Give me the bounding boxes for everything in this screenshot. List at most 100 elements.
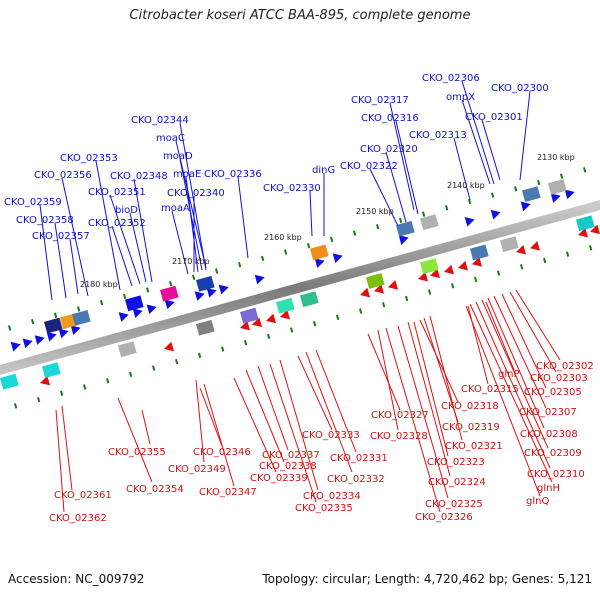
gene-label[interactable]: CKO_02355 — [108, 447, 166, 458]
gene-label[interactable]: CKO_02323 — [427, 457, 485, 468]
gene-label[interactable]: moaA — [161, 203, 190, 214]
tick-mark — [560, 173, 564, 179]
gene-label[interactable]: CKO_02319 — [442, 422, 500, 433]
reverse-gene-arrow — [516, 244, 527, 255]
tick-mark — [514, 186, 518, 192]
gene-label[interactable]: CKO_02316 — [361, 113, 419, 124]
gene-label[interactable]: dinG — [312, 165, 335, 176]
reverse-gene-arrow — [164, 341, 175, 352]
leader-line — [69, 238, 79, 295]
leader-line — [305, 351, 353, 473]
tick-mark — [336, 314, 340, 321]
genome-backbone — [0, 200, 600, 375]
gene-label[interactable]: CKO_02324 — [428, 477, 486, 488]
reverse-gene-arrow — [280, 309, 291, 320]
gene-label[interactable]: CKO_02339 — [250, 473, 308, 484]
gene-label[interactable]: CKO_02306 — [422, 73, 480, 84]
gene-label[interactable]: moaC — [156, 133, 185, 144]
gene-label[interactable]: CKO_02352 — [88, 218, 146, 229]
gene-label[interactable]: CKO_02348 — [110, 171, 168, 182]
gene-label[interactable]: CKO_02334 — [303, 491, 361, 502]
forward-gene-block — [160, 285, 179, 302]
gene-label[interactable]: CKO_02303 — [530, 373, 588, 384]
gene-label[interactable]: CKO_02300 — [491, 83, 549, 94]
leader-line — [179, 122, 207, 271]
gene-label[interactable]: CKO_02356 — [34, 170, 92, 181]
gene-label[interactable]: glnQ — [526, 496, 549, 507]
gene-label[interactable]: CKO_02302 — [536, 361, 594, 372]
gene-label[interactable]: CKO_02310 — [527, 469, 585, 480]
gene-label[interactable]: CKO_02349 — [168, 464, 226, 475]
gene-label[interactable]: CKO_02332 — [327, 474, 385, 485]
gene-label[interactable]: ompX — [446, 92, 475, 103]
gene-label[interactable]: CKO_02336 — [204, 169, 262, 180]
gene-label[interactable]: CKO_02308 — [520, 429, 578, 440]
gene-label[interactable]: CKO_02354 — [126, 484, 184, 495]
gene-label[interactable]: moaD — [163, 151, 193, 162]
gene-label[interactable]: CKO_02307 — [519, 407, 577, 418]
reverse-gene-block — [500, 236, 519, 253]
gene-label[interactable]: CKO_02340 — [167, 188, 225, 199]
gene-label[interactable]: CKO_02322 — [340, 161, 398, 172]
reverse-gene-block — [300, 291, 319, 308]
gene-label[interactable]: CKO_02338 — [259, 461, 317, 472]
leader-line — [407, 321, 451, 477]
gene-label[interactable]: CKO_02347 — [199, 487, 257, 498]
forward-gene-block — [522, 186, 541, 203]
tick-mark — [7, 325, 12, 331]
leader-line — [257, 365, 289, 451]
gene-label[interactable]: moaE — [173, 169, 201, 180]
gene-label[interactable]: CKO_02325 — [425, 499, 483, 510]
gene-label[interactable]: CKO_02320 — [360, 144, 418, 155]
reverse-gene-block — [0, 373, 19, 390]
gene-label[interactable]: CKO_02301 — [465, 112, 523, 123]
gene-label[interactable]: glnH — [537, 483, 560, 494]
gene-label[interactable]: CKO_02357 — [32, 231, 90, 242]
forward-gene-arrow — [550, 193, 561, 204]
gene-label[interactable]: CKO_02326 — [415, 512, 473, 523]
reverse-gene-block — [366, 273, 385, 289]
page-title: Citrobacter koseri ATCC BAA-895, complet… — [129, 8, 471, 23]
tick-mark — [261, 255, 265, 262]
tick-mark — [267, 333, 271, 340]
leader-line — [309, 190, 313, 237]
gene-label[interactable]: CKO_02344 — [131, 115, 189, 126]
gene-label[interactable]: CKO_02337 — [262, 450, 320, 461]
gene-label[interactable]: CKO_02327 — [371, 410, 429, 421]
reverse-gene-arrow — [388, 280, 399, 290]
gene-label[interactable]: CKO_02318 — [441, 401, 499, 412]
reverse-gene-block — [576, 215, 595, 232]
gene-label[interactable]: CKO_02346 — [193, 447, 251, 458]
gene-label[interactable]: CKO_02335 — [295, 503, 353, 514]
reverse-gene-block — [470, 244, 489, 261]
gene-label[interactable]: CKO_02321 — [445, 441, 503, 452]
reverse-gene-arrow — [360, 287, 371, 298]
gene-label[interactable]: CKO_02305 — [524, 387, 582, 398]
gene-label[interactable]: CKO_02313 — [409, 130, 467, 141]
gene-label[interactable]: CKO_02358 — [16, 215, 74, 226]
gene-label[interactable]: CKO_02330 — [263, 183, 321, 194]
tick-2150kbp: 2150 kbp — [356, 207, 394, 216]
leader-line — [55, 409, 65, 513]
gene-label[interactable]: CKO_02353 — [60, 153, 118, 164]
gene-label[interactable]: CKO_02309 — [524, 448, 582, 459]
gene-label[interactable]: CKO_02331 — [330, 453, 388, 464]
tick-mark — [36, 396, 41, 403]
gene-label[interactable]: bioD — [115, 205, 138, 216]
gene-label[interactable]: CKO_02333 — [302, 430, 360, 441]
gene-label[interactable]: CKO_02359 — [4, 197, 62, 208]
tick-mark — [169, 280, 173, 287]
forward-gene-arrow — [332, 253, 343, 263]
tick-mark — [31, 318, 35, 325]
tick-mark — [54, 312, 58, 318]
tick-mark — [589, 245, 593, 251]
gene-label[interactable]: CKO_02315 — [461, 384, 519, 395]
forward-gene-arrow — [146, 304, 157, 315]
gene-label[interactable]: CKO_02351 — [88, 187, 146, 198]
gene-label[interactable]: CKO_02362 — [49, 513, 107, 524]
gene-label[interactable]: CKO_02328 — [370, 431, 428, 442]
gene-label[interactable]: glnP — [498, 369, 520, 380]
gene-label[interactable]: CKO_02317 — [351, 95, 409, 106]
tick-mark — [83, 384, 87, 390]
gene-label[interactable]: CKO_02361 — [54, 490, 112, 501]
